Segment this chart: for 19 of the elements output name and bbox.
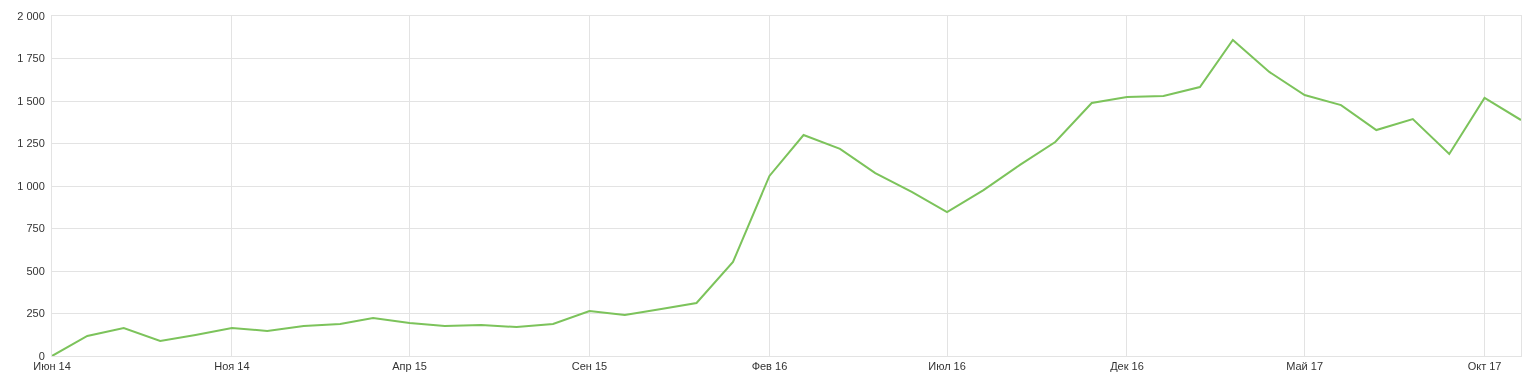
y-tick-label: 1 000 (17, 179, 45, 192)
x-tick-label: Фев 16 (751, 360, 788, 373)
x-tick-label: Апр 15 (392, 360, 427, 373)
x-tick-label: Дек 16 (1110, 360, 1144, 373)
x-tick-label: Июн 14 (33, 360, 71, 373)
x-tick-label: Май 17 (1286, 360, 1324, 373)
x-tick-label: Сен 15 (571, 360, 608, 373)
y-tick-label: 500 (26, 264, 45, 277)
y-tick-label: 0 (38, 349, 45, 362)
y-tick-label: 1 750 (17, 52, 45, 65)
x-tick-label: Окт 17 (1467, 360, 1502, 373)
y-tick-label: 1 250 (17, 137, 45, 150)
y-tick-label: 250 (26, 307, 45, 320)
y-tick-label: 750 (26, 222, 45, 235)
x-tick-label: Ноя 14 (214, 360, 250, 373)
x-tick-label: Июл 16 (928, 360, 966, 373)
y-tick-label: 1 500 (17, 94, 45, 107)
line-series (52, 38, 1521, 356)
y-tick-label: 2 000 (17, 9, 45, 22)
